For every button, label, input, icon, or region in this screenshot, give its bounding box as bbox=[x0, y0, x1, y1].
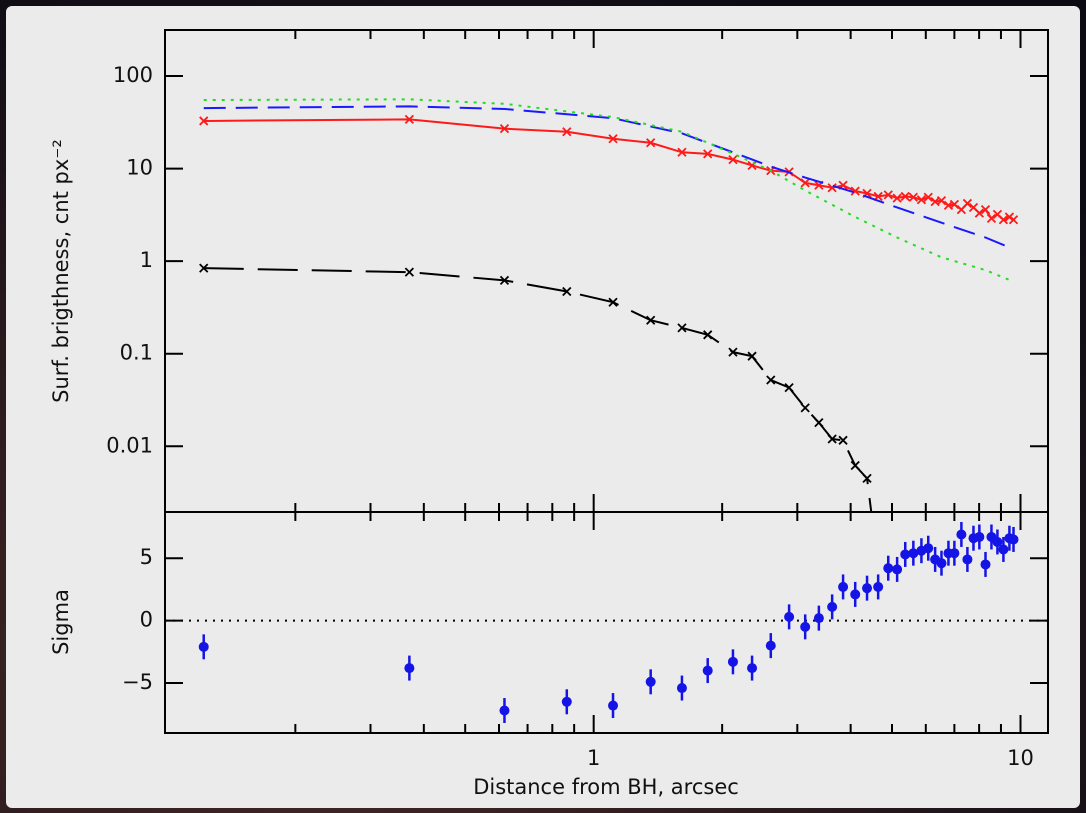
marker bbox=[923, 192, 933, 202]
marker bbox=[499, 124, 510, 134]
point bbox=[404, 663, 415, 674]
bottom-plot bbox=[165, 521, 1048, 724]
marker bbox=[404, 114, 415, 125]
point bbox=[883, 563, 894, 574]
axes: 100 10 1 0.1 0.01 5 0 −5 1 10 bbox=[106, 30, 1048, 770]
point bbox=[676, 683, 687, 694]
marker bbox=[850, 460, 860, 471]
point bbox=[198, 641, 209, 652]
marker bbox=[608, 134, 618, 144]
point bbox=[992, 536, 1003, 547]
point bbox=[765, 640, 776, 651]
y-tick-label: 1 bbox=[140, 248, 153, 272]
marker bbox=[703, 149, 713, 159]
marker bbox=[892, 193, 902, 203]
point bbox=[727, 656, 738, 667]
marker bbox=[1008, 215, 1019, 225]
y-axis-label: Surf. brigthness, cnt px⁻² bbox=[49, 139, 73, 403]
y-tick-label: 5 bbox=[140, 545, 153, 569]
point bbox=[747, 663, 758, 674]
point bbox=[784, 611, 795, 622]
point bbox=[838, 581, 849, 592]
marker bbox=[962, 198, 973, 209]
marker bbox=[850, 186, 860, 196]
marker bbox=[814, 418, 824, 428]
marker bbox=[1004, 212, 1015, 222]
point bbox=[1008, 534, 1019, 545]
series-line bbox=[203, 98, 1014, 283]
y-axis-label: Sigma bbox=[49, 589, 73, 655]
y-tick-label: 10 bbox=[126, 156, 153, 180]
marker bbox=[980, 205, 991, 215]
marker bbox=[900, 191, 910, 202]
marker bbox=[728, 154, 738, 165]
point bbox=[956, 529, 967, 540]
marker bbox=[784, 383, 794, 393]
point bbox=[850, 589, 861, 600]
series-line bbox=[203, 105, 1014, 250]
x-tick-label: 1 bbox=[587, 746, 600, 770]
top-plot bbox=[199, 98, 1019, 512]
marker bbox=[747, 351, 757, 361]
marker bbox=[677, 323, 687, 333]
marker bbox=[404, 267, 415, 277]
marker bbox=[827, 183, 837, 193]
point bbox=[561, 696, 572, 707]
marker bbox=[883, 190, 893, 200]
point bbox=[936, 558, 947, 569]
point bbox=[923, 543, 934, 554]
marker bbox=[936, 196, 947, 206]
marker bbox=[646, 315, 656, 325]
marker bbox=[499, 275, 510, 285]
marker bbox=[838, 435, 848, 445]
y-tick-label: 0 bbox=[140, 608, 153, 632]
marker bbox=[199, 116, 209, 126]
panel bbox=[6, 6, 1080, 808]
marker bbox=[998, 215, 1009, 225]
point bbox=[900, 549, 911, 560]
marker bbox=[974, 208, 984, 218]
y-tick-label: −5 bbox=[122, 670, 153, 694]
marker bbox=[562, 127, 572, 137]
y-tick-label: 0.01 bbox=[106, 433, 153, 457]
marker bbox=[766, 375, 776, 385]
y-tick-label: 0.1 bbox=[120, 341, 153, 365]
marker bbox=[800, 403, 810, 413]
marker bbox=[908, 192, 918, 202]
point bbox=[827, 601, 838, 612]
point bbox=[645, 676, 656, 687]
point bbox=[980, 559, 991, 570]
marker bbox=[703, 330, 713, 340]
point bbox=[962, 554, 973, 565]
bottom-frame bbox=[164, 511, 1049, 734]
point bbox=[892, 564, 903, 575]
x-axis-label: Distance from BH, arcsec bbox=[473, 775, 739, 799]
marker bbox=[949, 199, 960, 210]
point bbox=[702, 665, 713, 676]
marker bbox=[916, 195, 927, 205]
y-tick-label: 100 bbox=[113, 63, 153, 87]
marker bbox=[562, 286, 572, 297]
point bbox=[998, 544, 1009, 555]
point bbox=[862, 583, 873, 594]
marker bbox=[646, 138, 656, 148]
x-tick-label: 10 bbox=[1007, 746, 1034, 770]
point bbox=[608, 700, 619, 711]
marker bbox=[199, 263, 209, 273]
point bbox=[800, 621, 811, 632]
point bbox=[873, 581, 884, 592]
marker bbox=[728, 347, 738, 357]
point bbox=[908, 548, 919, 559]
point bbox=[499, 705, 510, 716]
marker bbox=[800, 178, 810, 188]
marker bbox=[862, 473, 872, 484]
point bbox=[813, 613, 824, 624]
marker bbox=[986, 213, 997, 223]
marker bbox=[677, 147, 687, 157]
marker bbox=[827, 434, 837, 444]
point bbox=[974, 531, 985, 542]
marker bbox=[608, 297, 618, 307]
point bbox=[949, 548, 960, 559]
